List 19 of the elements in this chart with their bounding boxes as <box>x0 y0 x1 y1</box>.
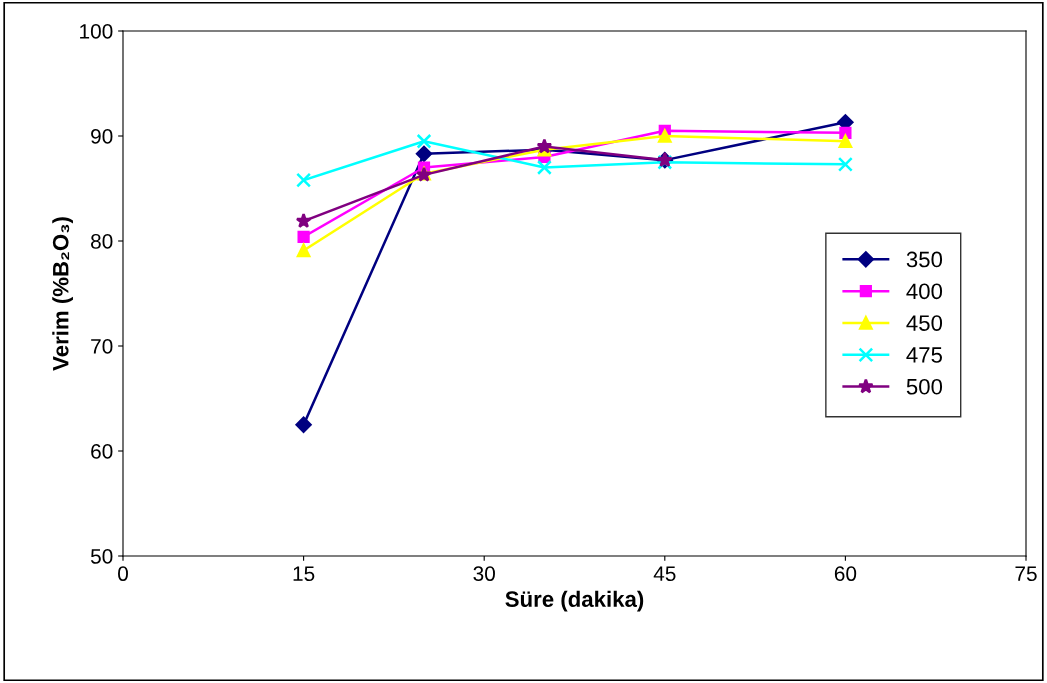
x-tick-label: 0 <box>118 566 128 582</box>
legend-label: 450 <box>906 315 943 331</box>
legend-label: 475 <box>906 347 942 363</box>
x-tick-label: 60 <box>834 566 857 582</box>
y-tick-label: 100 <box>80 24 113 39</box>
x-tick-label: 45 <box>653 566 676 582</box>
y-tick-label: 70 <box>91 339 113 354</box>
x-tick-label: 15 <box>293 566 315 582</box>
x-tick-label: 75 <box>1015 566 1037 582</box>
y-tick-label: 60 <box>91 444 113 459</box>
legend-label: 500 <box>906 378 943 395</box>
x-axis-title: Süre (dakika) <box>505 590 644 612</box>
x-tick-label: 30 <box>473 566 495 582</box>
y-tick-label: 80 <box>91 234 113 249</box>
legend-label: 350 <box>906 251 943 268</box>
y-tick-label: 90 <box>91 129 113 144</box>
legend-label: 400 <box>906 283 943 300</box>
y-tick-label: 50 <box>90 549 113 564</box>
y-axis-title: Verim (%B₂O₃) <box>52 217 73 371</box>
